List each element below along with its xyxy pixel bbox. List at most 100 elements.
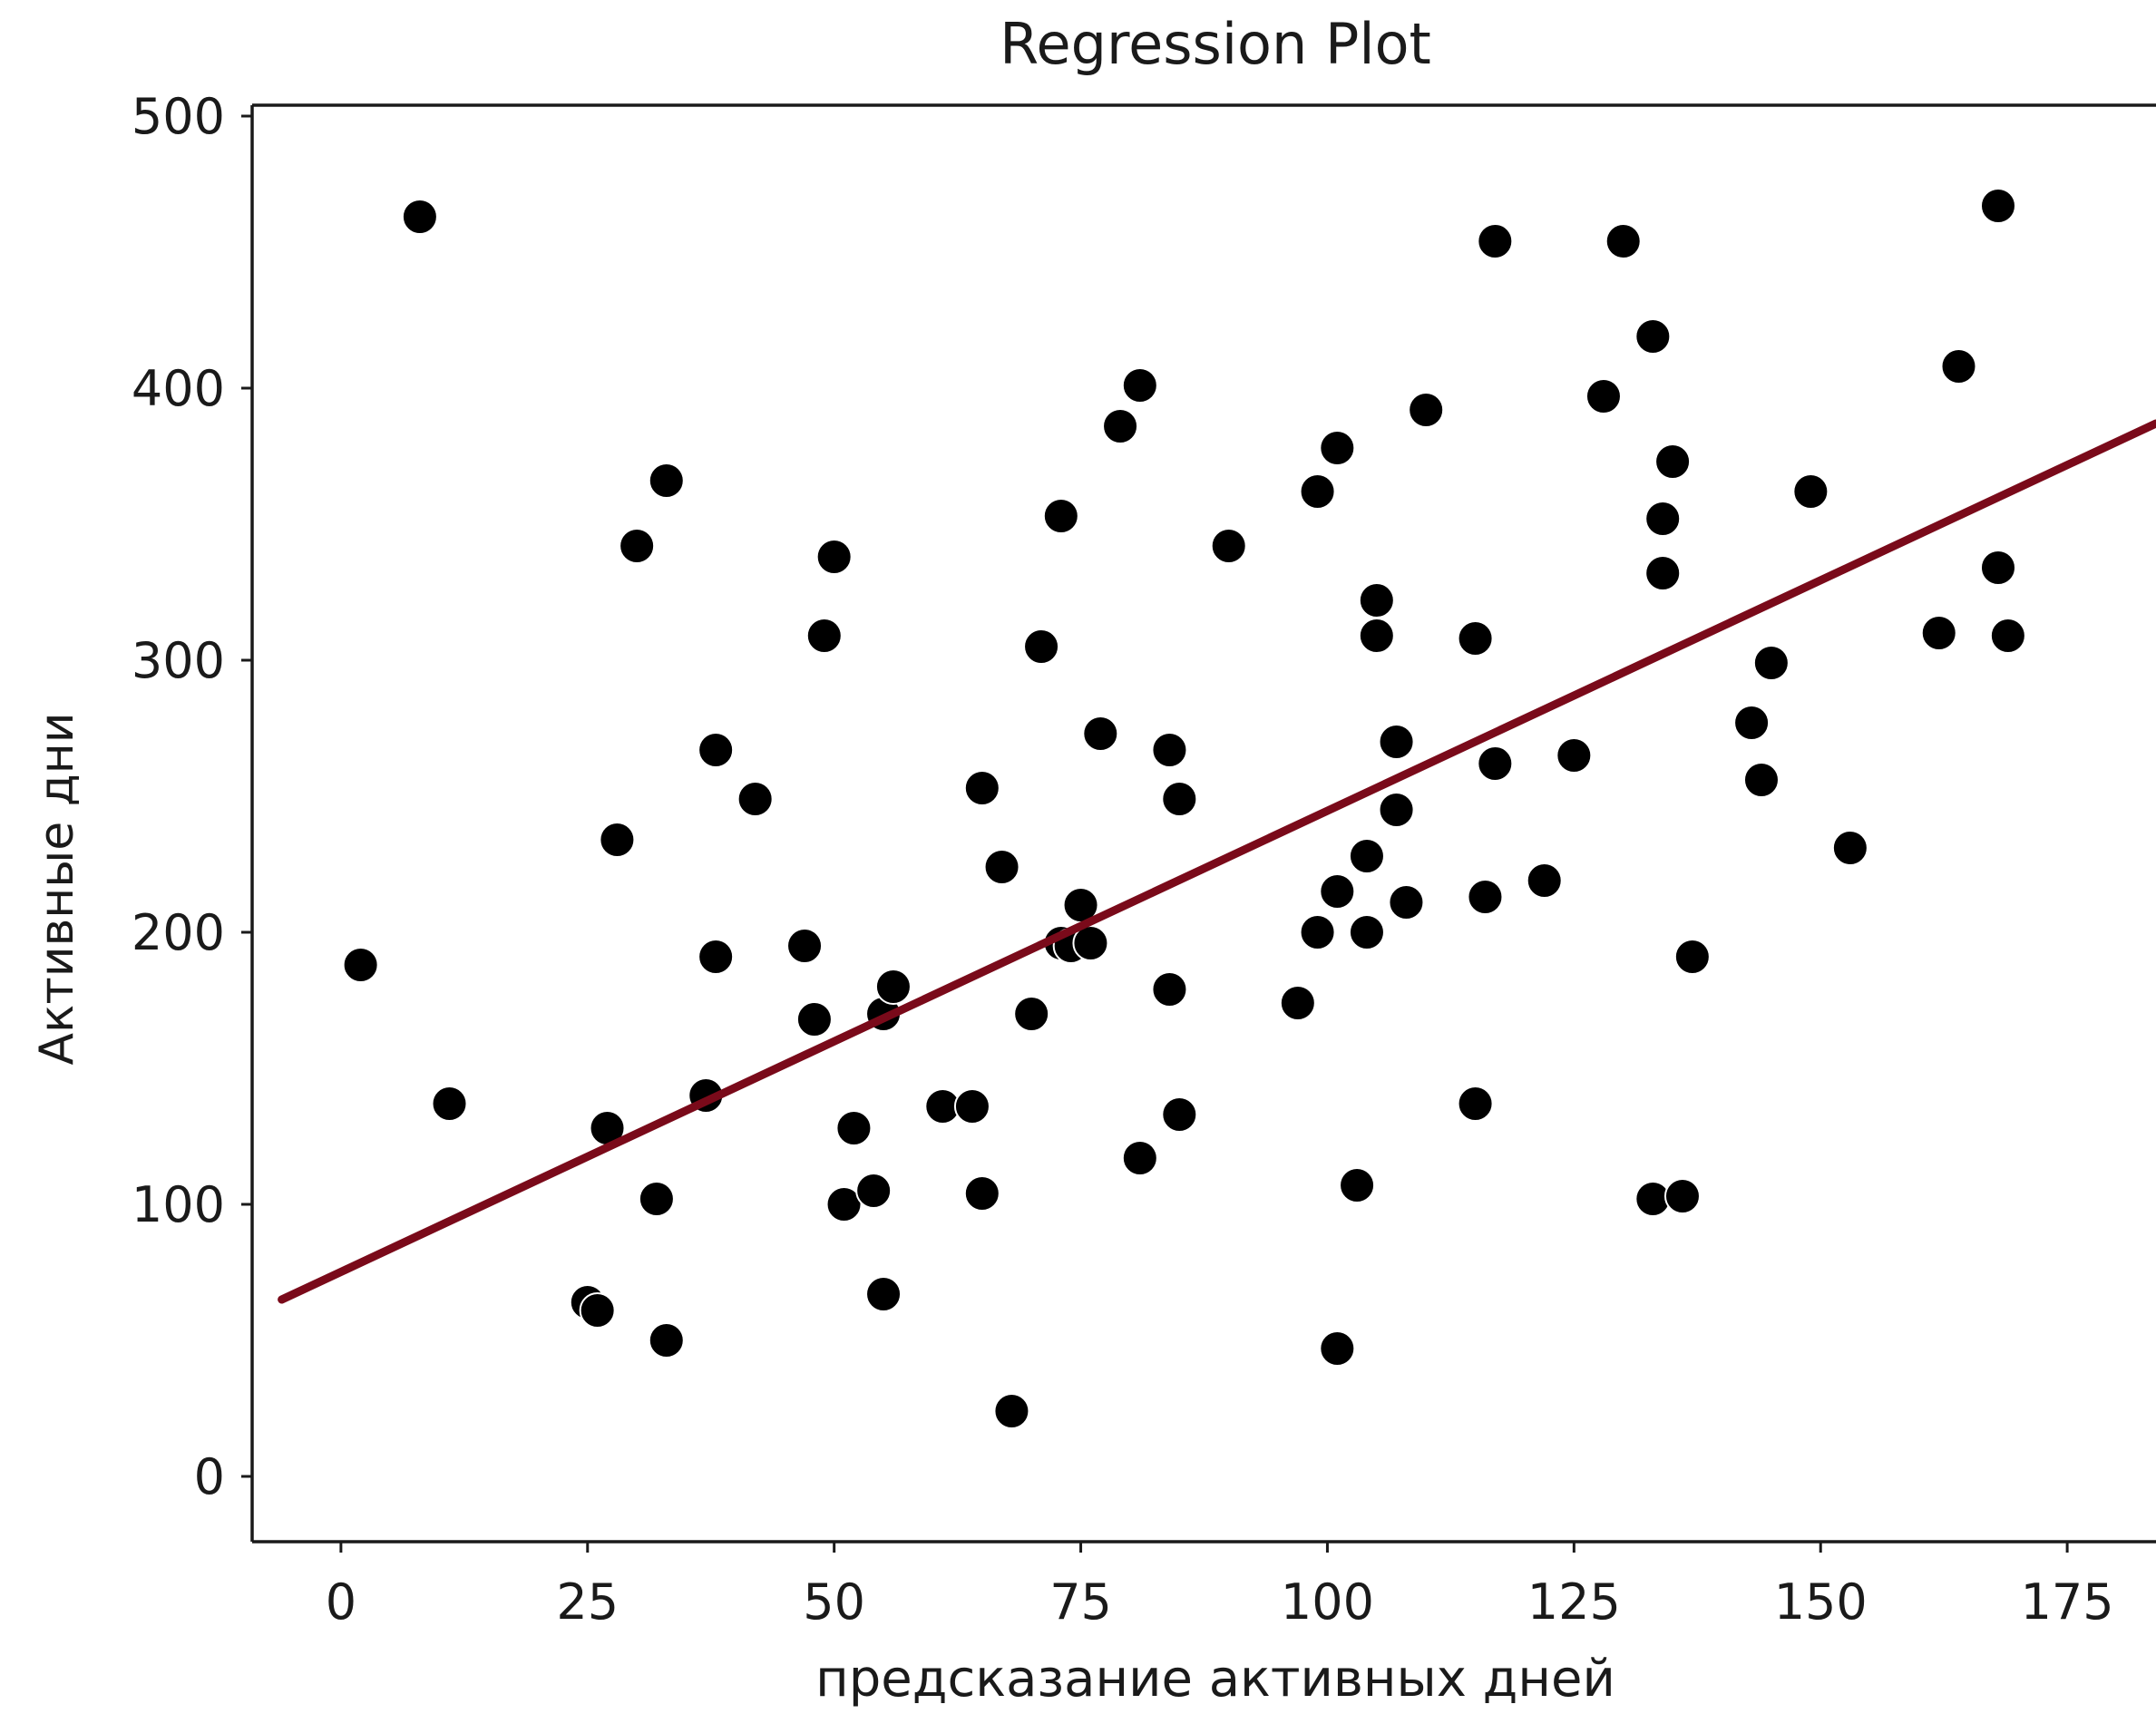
data-point bbox=[963, 770, 1000, 806]
data-point bbox=[1742, 762, 1780, 798]
data-point bbox=[786, 928, 824, 964]
data-point bbox=[1151, 971, 1188, 1008]
data-point bbox=[1634, 318, 1672, 355]
data-point bbox=[1299, 914, 1336, 950]
data-point bbox=[1979, 550, 2016, 586]
data-point bbox=[1654, 443, 1692, 480]
data-point bbox=[815, 539, 853, 575]
x-tick-label: 125 bbox=[1527, 1573, 1621, 1631]
data-point bbox=[1023, 628, 1060, 665]
data-point bbox=[1013, 996, 1050, 1032]
y-tick-label: 400 bbox=[132, 360, 225, 417]
data-point bbox=[835, 1110, 873, 1146]
data-point bbox=[599, 822, 636, 858]
data-point bbox=[698, 732, 735, 768]
data-point bbox=[993, 1393, 1030, 1429]
y-tick-label: 0 bbox=[194, 1448, 225, 1505]
data-point bbox=[1121, 1140, 1158, 1176]
data-point bbox=[1585, 378, 1622, 414]
data-point bbox=[737, 781, 774, 817]
y-axis-label-group: Активные дни bbox=[30, 712, 84, 1065]
data-point bbox=[1319, 1330, 1356, 1367]
data-point bbox=[1102, 408, 1139, 444]
data-point bbox=[579, 1292, 616, 1329]
x-tick-label: 150 bbox=[1774, 1573, 1868, 1631]
data-point bbox=[1477, 745, 1514, 782]
data-point bbox=[401, 199, 438, 235]
data-point bbox=[1457, 620, 1494, 657]
tick-layer: 0 25 50 75 100 125 150 175 0 100 200 300 400 500 bbox=[132, 88, 2114, 1631]
data-point bbox=[1556, 737, 1593, 774]
data-point bbox=[1526, 862, 1563, 899]
data-point bbox=[1082, 716, 1119, 752]
data-point bbox=[963, 1175, 1000, 1212]
y-tick-label: 100 bbox=[132, 1176, 225, 1233]
data-point bbox=[1477, 223, 1514, 259]
data-point bbox=[1161, 1096, 1198, 1133]
data-point bbox=[983, 849, 1020, 885]
data-point bbox=[698, 939, 735, 975]
data-point bbox=[1279, 985, 1316, 1021]
data-point bbox=[953, 1088, 990, 1125]
axes-layer bbox=[250, 103, 2156, 1544]
data-point bbox=[342, 947, 379, 983]
data-point bbox=[648, 1322, 685, 1359]
y-tick-label: 500 bbox=[132, 88, 225, 145]
data-point bbox=[1042, 498, 1079, 534]
data-point bbox=[1831, 830, 1868, 866]
chart-title: Regression Plot bbox=[1000, 11, 1431, 77]
x-tick-label: 175 bbox=[2021, 1573, 2114, 1631]
data-point bbox=[1989, 618, 2026, 654]
x-tick-label: 0 bbox=[326, 1573, 356, 1631]
data-point bbox=[1408, 392, 1445, 428]
data-point bbox=[1457, 1086, 1494, 1122]
data-point bbox=[1644, 555, 1682, 591]
data-point bbox=[805, 618, 843, 654]
data-point bbox=[1348, 838, 1385, 874]
data-point bbox=[1299, 473, 1336, 510]
x-axis-label: предсказание активных дней bbox=[815, 1650, 1615, 1709]
data-point bbox=[1358, 582, 1395, 618]
data-point bbox=[1121, 367, 1158, 404]
data-point bbox=[1339, 1167, 1376, 1203]
data-point bbox=[1378, 724, 1415, 760]
data-point bbox=[825, 1186, 863, 1222]
line-layer bbox=[278, 419, 2156, 1304]
data-point bbox=[1151, 732, 1188, 768]
data-point bbox=[1388, 884, 1425, 920]
data-point bbox=[1467, 879, 1504, 915]
y-tick-label: 200 bbox=[132, 904, 225, 961]
data-point bbox=[638, 1181, 675, 1217]
data-point bbox=[1920, 615, 1957, 651]
y-axis-label: Активные дни bbox=[30, 712, 84, 1065]
data-point bbox=[1940, 348, 1977, 385]
data-point bbox=[648, 463, 685, 499]
x-tick-label: 50 bbox=[803, 1573, 865, 1631]
data-point bbox=[1210, 528, 1247, 564]
data-point bbox=[1319, 873, 1356, 910]
data-point bbox=[1792, 473, 1829, 510]
data-point bbox=[1319, 430, 1356, 466]
data-point bbox=[1348, 914, 1385, 950]
data-point bbox=[1673, 939, 1711, 975]
regression-line bbox=[278, 419, 2156, 1304]
data-point bbox=[1378, 792, 1415, 828]
points-layer bbox=[342, 188, 2026, 1429]
data-point bbox=[865, 1276, 902, 1312]
x-tick-label: 100 bbox=[1281, 1573, 1374, 1631]
data-point bbox=[1979, 188, 2016, 224]
data-point bbox=[1161, 781, 1198, 817]
data-point bbox=[855, 1173, 893, 1209]
x-tick-label: 75 bbox=[1049, 1573, 1112, 1631]
data-point bbox=[1663, 1178, 1701, 1214]
data-point bbox=[1733, 705, 1771, 741]
data-point bbox=[1358, 618, 1395, 654]
data-point bbox=[874, 969, 912, 1005]
y-tick-label: 300 bbox=[132, 632, 225, 689]
data-point bbox=[1752, 645, 1790, 681]
data-point bbox=[431, 1086, 468, 1122]
data-point bbox=[619, 528, 656, 564]
data-point bbox=[1644, 501, 1682, 537]
x-tick-label: 25 bbox=[556, 1573, 619, 1631]
